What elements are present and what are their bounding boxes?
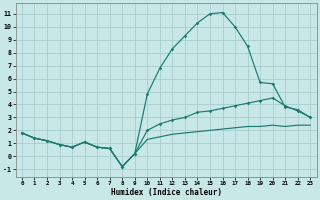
X-axis label: Humidex (Indice chaleur): Humidex (Indice chaleur) — [111, 188, 221, 197]
